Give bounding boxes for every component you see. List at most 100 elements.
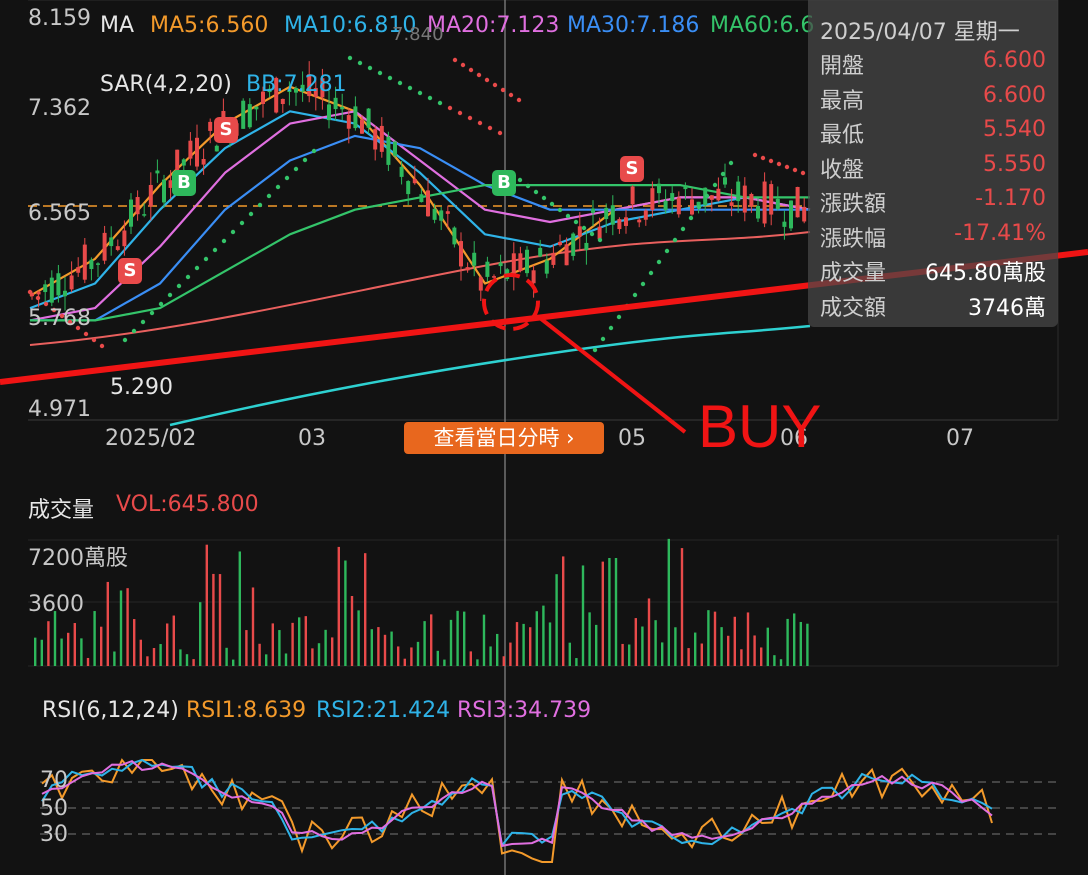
sar-dot: [712, 182, 718, 188]
candle-body: [287, 89, 292, 93]
volume-bar: [218, 574, 222, 666]
volume-bar: [779, 659, 783, 666]
sar-dot: [27, 289, 33, 295]
view-intraday-button[interactable]: 查看當日分時 ›: [404, 422, 604, 454]
volume-bar: [476, 659, 479, 666]
volume-bar: [152, 648, 156, 666]
sar-dot: [51, 307, 57, 313]
candle-body: [135, 197, 140, 215]
sar-dot: [549, 201, 555, 207]
candle-body: [498, 262, 503, 267]
candle-body: [670, 193, 675, 201]
candle-body: [604, 207, 609, 220]
volume-bar: [766, 627, 769, 666]
candle-body: [195, 137, 199, 167]
volume-title: 成交量: [28, 498, 95, 523]
volume-bar: [258, 643, 261, 666]
volume-bar: [535, 611, 538, 666]
sar-dot: [185, 274, 191, 280]
volume-bar: [199, 602, 202, 666]
volume-bar: [700, 643, 703, 666]
volume-bars: [34, 538, 809, 666]
volume-bar: [238, 551, 241, 666]
candle-body: [663, 200, 668, 210]
sar-dot: [768, 158, 774, 164]
volume-bar: [251, 587, 255, 666]
sar-dot: [632, 292, 638, 298]
tooltip-row: 最高 6.600: [820, 83, 1046, 115]
sar-dot: [230, 229, 236, 235]
volume-tick: 3600: [28, 592, 84, 617]
ma-series-line: [30, 134, 810, 322]
buy-signal-badge: B: [492, 170, 516, 196]
sar-dot: [467, 115, 473, 121]
volume-bar: [449, 619, 453, 666]
volume-bar: [416, 641, 420, 666]
sar-dot: [557, 207, 563, 213]
buy-signal-badge: B: [172, 170, 196, 196]
tooltip-key: 漲跌幅: [820, 226, 887, 252]
sar-dot: [212, 247, 218, 253]
volume-bar: [317, 643, 321, 666]
sar-dot: [427, 95, 433, 101]
volume-bar: [753, 635, 756, 666]
sar-dot: [457, 110, 463, 116]
tooltip-key: 成交額: [820, 295, 887, 321]
volume-bar: [674, 627, 677, 666]
candle-body: [564, 244, 569, 266]
sar-dot: [257, 202, 263, 208]
volume-bar: [304, 616, 307, 666]
sar-dot: [417, 90, 423, 96]
sar-dot: [656, 259, 662, 265]
candle-body: [56, 273, 61, 296]
candle-body: [247, 104, 252, 128]
tooltip-key: 開盤: [820, 54, 865, 79]
sar-dot: [497, 130, 503, 136]
volume-bar: [403, 658, 406, 666]
volume-bar: [806, 623, 809, 666]
volume-bar: [443, 659, 446, 666]
candle-body: [696, 201, 701, 207]
sar-dot: [468, 67, 474, 73]
tooltip-key: 最高: [820, 88, 865, 114]
volume-bar: [192, 659, 195, 666]
candle-body: [459, 241, 463, 267]
candle-body: [168, 180, 173, 188]
volume-bar: [93, 611, 96, 666]
candle-body: [485, 261, 490, 277]
candle-body: [353, 106, 358, 129]
sar-dot: [167, 292, 173, 298]
sar-dot: [573, 219, 579, 225]
time-tick: 03: [298, 426, 326, 451]
volume-bar: [634, 618, 637, 666]
sar-dots: [27, 55, 806, 353]
tooltip-value: 3746萬: [968, 295, 1046, 321]
rsi-series-line: [41, 759, 993, 848]
candle-body: [445, 211, 450, 214]
candle-body: [551, 252, 556, 265]
candle-body: [399, 166, 404, 177]
candle-body: [518, 253, 523, 272]
volume-bar: [53, 611, 57, 666]
candle-body: [188, 140, 193, 159]
candle-body: [736, 181, 741, 202]
volume-bar: [383, 634, 387, 666]
candle-body: [89, 259, 94, 270]
sar-dot: [275, 184, 281, 190]
volume-bar: [502, 656, 505, 666]
candle-body: [162, 179, 166, 203]
volume-bar: [713, 611, 717, 666]
volume-bar: [298, 617, 301, 666]
sar-dot: [565, 213, 571, 219]
volume-bar: [727, 635, 730, 666]
sar-dot: [311, 148, 317, 154]
candle-body: [115, 246, 120, 250]
tooltip-value: 6.600: [983, 82, 1046, 108]
candle-body: [511, 253, 516, 277]
volume-bar: [542, 605, 545, 666]
volume-bar: [515, 622, 519, 666]
sar-legend: SAR(4,2,20): [100, 72, 232, 97]
sar-dot: [541, 195, 547, 201]
tooltip-row: 收盤 5.550: [820, 152, 1046, 184]
